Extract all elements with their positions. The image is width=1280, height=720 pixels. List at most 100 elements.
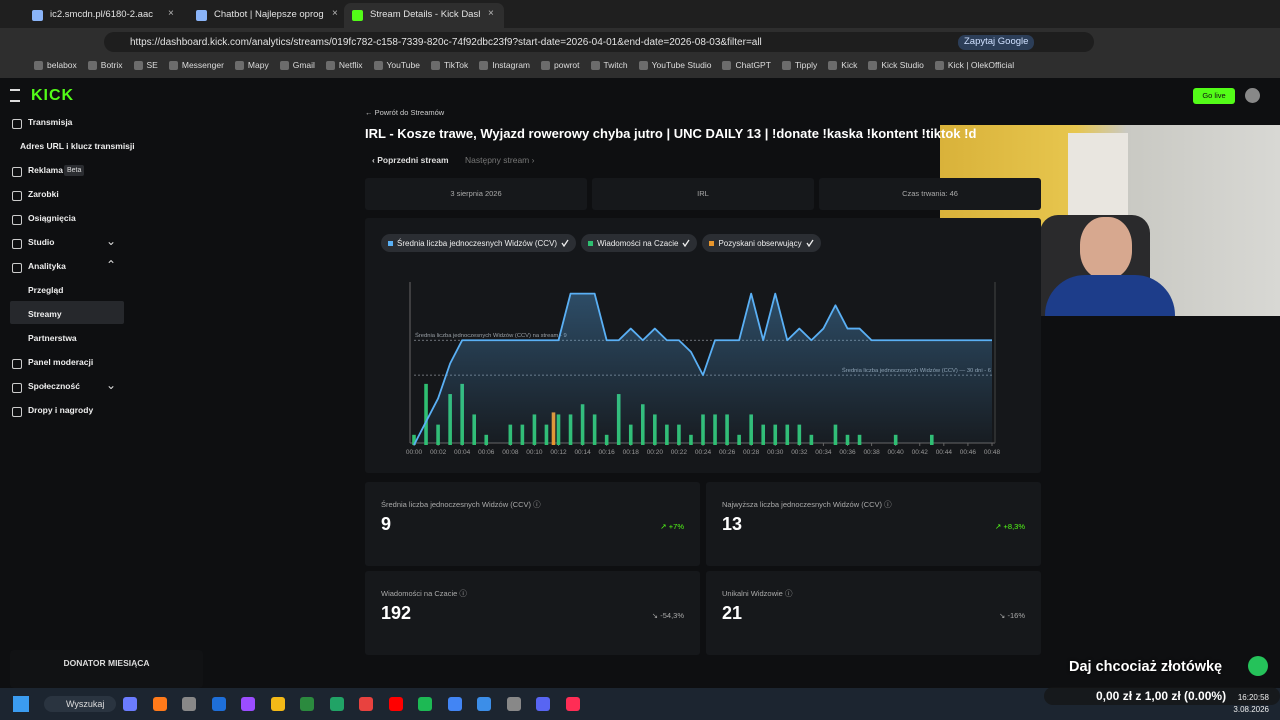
nav-subitem[interactable]: Partnerstwa bbox=[28, 333, 77, 343]
back-link[interactable]: ← Powrót do Streamów bbox=[365, 108, 445, 117]
nav-item[interactable]: Zarobki bbox=[28, 189, 59, 199]
nav-chevron: ⌄ bbox=[106, 378, 117, 392]
stat-card: Średnia liczba jednoczesnych Widzów (CCV… bbox=[365, 482, 700, 566]
bookmark[interactable]: powrot bbox=[541, 60, 580, 70]
info-box: 3 sierpnia 2026 bbox=[365, 178, 587, 210]
bookmark[interactable]: YouTube bbox=[373, 60, 420, 70]
nav-subitem[interactable]: Adres URL i klucz transmisji bbox=[20, 141, 135, 151]
nav-item[interactable]: Transmisja bbox=[28, 117, 73, 127]
donor-box: DONATOR MIESIĄCA bbox=[10, 650, 203, 688]
next-stream[interactable]: Następny stream › bbox=[465, 155, 535, 165]
legend-chip[interactable]: Pozyskani obserwujący bbox=[702, 234, 821, 252]
x-tick-label: 00:24 bbox=[695, 449, 712, 456]
bookmark[interactable]: Tipply bbox=[781, 60, 817, 70]
taskbar-app[interactable] bbox=[447, 697, 462, 711]
taskbar-app[interactable] bbox=[418, 697, 432, 711]
clock-time: 16:20:58 bbox=[1237, 693, 1269, 702]
x-tick-label: 00:02 bbox=[430, 449, 447, 456]
shirt bbox=[1045, 275, 1175, 316]
nav-item[interactable]: Studio bbox=[28, 237, 55, 247]
prev-stream[interactable]: ‹ Poprzedni stream bbox=[372, 155, 449, 165]
line-area bbox=[414, 293, 992, 445]
bookmark[interactable]: ChatGPT bbox=[722, 60, 771, 70]
bookmark[interactable]: YouTube Studio bbox=[638, 60, 712, 70]
taskbar-app[interactable] bbox=[300, 697, 314, 711]
taskbar-app[interactable] bbox=[123, 697, 137, 711]
taskbar-app[interactable] bbox=[182, 697, 196, 711]
taskbar-app[interactable] bbox=[241, 697, 255, 711]
taskbar-app[interactable] bbox=[565, 697, 580, 711]
legend-check bbox=[561, 239, 569, 247]
nav-icon bbox=[12, 215, 22, 225]
stat-card: Najwyższa liczba jednoczesnych Widzów (C… bbox=[706, 482, 1041, 566]
taskbar-app[interactable] bbox=[270, 697, 285, 711]
address-bar[interactable] bbox=[104, 32, 1094, 52]
stat-value: 13 bbox=[722, 514, 743, 534]
nav-chevron: ⌃ bbox=[106, 258, 117, 272]
taskbar-app[interactable] bbox=[477, 697, 491, 711]
x-tick-label: 00:34 bbox=[815, 449, 832, 456]
bookmark[interactable]: TikTok bbox=[430, 60, 468, 70]
legend-chip[interactable]: Średnia liczba jednoczesnych Widzów (CCV… bbox=[381, 234, 577, 252]
nav-item[interactable]: Osiągnięcia bbox=[28, 213, 76, 223]
taskbar-app[interactable] bbox=[388, 697, 403, 711]
bookmark-icon bbox=[87, 60, 97, 70]
info-text: Czas trwania: 46 bbox=[902, 189, 958, 198]
bookmark[interactable]: Kick bbox=[828, 60, 857, 70]
bookmark-icon bbox=[168, 60, 178, 70]
nav-badge: Beta bbox=[64, 165, 85, 176]
bookmark[interactable]: Kick | OlekOfficial bbox=[934, 60, 1014, 70]
x-tick-label: 00:18 bbox=[623, 449, 640, 456]
taskbar-app[interactable] bbox=[536, 697, 550, 711]
bookmark-icon bbox=[479, 60, 489, 70]
nav-item[interactable]: Społeczność bbox=[28, 381, 80, 391]
taskbar-app[interactable] bbox=[506, 697, 521, 711]
bookmark[interactable]: Gmail bbox=[279, 60, 315, 70]
bookmark[interactable]: Instagram bbox=[479, 60, 530, 70]
line bbox=[413, 292, 992, 446]
browser-tab[interactable]: Chatbot | Najlepsze oprogramo × bbox=[188, 3, 348, 28]
taskbar-app[interactable] bbox=[211, 697, 226, 711]
nav-item[interactable]: Dropy i nagrody bbox=[28, 405, 94, 415]
taskbar-app[interactable] bbox=[359, 697, 373, 711]
bookmark[interactable]: belabox bbox=[34, 60, 77, 70]
taskbar-app[interactable] bbox=[152, 697, 167, 711]
nav-subitem[interactable]: Streamy bbox=[28, 309, 62, 319]
nav-item[interactable]: Analityka bbox=[28, 261, 66, 271]
legend-label: Wiadomości na Czacie bbox=[597, 238, 679, 248]
bookmark-icon bbox=[279, 60, 289, 70]
browser-tab[interactable]: Stream Details - Kick Dashboar × bbox=[344, 3, 504, 28]
go-live[interactable]: Go live bbox=[1193, 88, 1235, 104]
x-tick-label: 00:20 bbox=[647, 449, 664, 456]
x-tick-label: 00:00 bbox=[406, 449, 423, 456]
bookmark-icon bbox=[373, 60, 383, 70]
goal-icon bbox=[1248, 656, 1268, 676]
taskbar-app[interactable] bbox=[329, 697, 344, 711]
chart-card: Średnia liczba jednoczesnych Widzów (CCV… bbox=[365, 218, 1041, 473]
tab-close: × bbox=[488, 8, 494, 19]
bookmark-label: belabox bbox=[47, 60, 77, 70]
browser-tab[interactable]: ic2.smcdn.pl/6180-2.aac × bbox=[24, 3, 184, 28]
nav-item[interactable]: Panel moderacji bbox=[28, 357, 94, 367]
x-tick-label: 00:10 bbox=[526, 449, 543, 456]
bookmark[interactable]: Netflix bbox=[325, 60, 363, 70]
taskbar-search[interactable]: Wyszukaj bbox=[44, 696, 116, 712]
bookmark[interactable]: Messenger bbox=[168, 60, 224, 70]
bookmark[interactable]: Kick Studio bbox=[868, 60, 924, 70]
bookmark-icon bbox=[934, 60, 944, 70]
nav-item[interactable]: Reklama bbox=[28, 165, 63, 175]
nav-subitem[interactable]: Przegląd bbox=[28, 285, 64, 295]
bookmark[interactable]: Mapy bbox=[234, 60, 269, 70]
bookmark[interactable]: Twitch bbox=[590, 60, 628, 70]
info-box: IRL bbox=[592, 178, 814, 210]
bookmark[interactable]: Botrix bbox=[87, 60, 123, 70]
bookmark[interactable]: SE bbox=[133, 60, 158, 70]
x-tick-label: 00:08 bbox=[502, 449, 519, 456]
bookmark-label: YouTube Studio bbox=[651, 60, 712, 70]
tab-icon bbox=[352, 10, 363, 21]
x-tick-label: 00:04 bbox=[454, 449, 471, 456]
x-tick-label: 00:38 bbox=[863, 449, 880, 456]
bookmark-label: Gmail bbox=[292, 60, 315, 70]
legend-chip[interactable]: Wiadomości na Czacie bbox=[581, 234, 698, 252]
ask-google[interactable]: Zapytaj Google bbox=[958, 35, 1035, 50]
